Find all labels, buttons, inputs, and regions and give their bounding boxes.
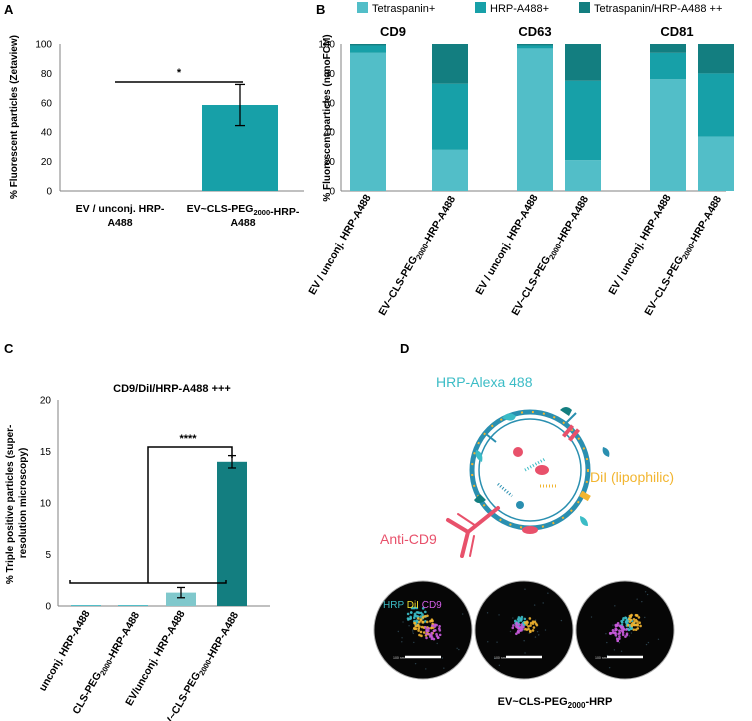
panel-b-bar-segment bbox=[698, 73, 734, 137]
image-channel-legend: HRP DiI CD9 bbox=[383, 600, 442, 611]
panel-b-group-header: CD9 bbox=[380, 24, 406, 39]
surface-tetraspanin-icon bbox=[561, 424, 591, 502]
antibody-icon bbox=[446, 506, 500, 558]
panel-c-significance-label: **** bbox=[179, 433, 197, 445]
panel-c-category-label: unconj. HRP-A488 bbox=[37, 608, 93, 693]
panel-a-y-axis-title: % Fluorescent particles (Zetaview) bbox=[9, 35, 20, 199]
legend-label: Tetraspanin+ bbox=[372, 3, 435, 15]
microscopy-image bbox=[373, 580, 473, 680]
panel-a-category-label: EV~CLS-PEG2000-HRP- bbox=[187, 203, 300, 218]
panel-b-bar-segment bbox=[432, 83, 468, 150]
panel-b-y-tick-label: 100 bbox=[318, 40, 335, 51]
vesicle-icon bbox=[469, 409, 591, 534]
panel-c-y-tick-label: 0 bbox=[45, 602, 51, 613]
panel-c-bar bbox=[118, 605, 148, 606]
panel-b-bar-segment bbox=[565, 160, 601, 191]
legend-label: Tetraspanin/HRP-A488 ++ bbox=[594, 3, 722, 15]
panel-b-y-tick-label: 20 bbox=[324, 157, 336, 168]
panel-b-y-tick-label: 0 bbox=[329, 187, 335, 198]
panel-b-y-axis-title: % Fluorescent particles (nanoFCM) bbox=[322, 34, 333, 201]
panel-b-bar-segment bbox=[432, 44, 468, 84]
panel-a-category-label: A488 bbox=[107, 217, 132, 229]
panel-a-y-tick-label: 40 bbox=[41, 128, 53, 139]
panel-a-y-tick-label: 20 bbox=[41, 157, 53, 168]
panel-letter-d: D bbox=[400, 341, 409, 356]
panel-b-bar-segment bbox=[350, 45, 386, 53]
panel-b-chart: Tetraspanin+ HRP-A488+ Tetraspanin/HRP-A48… bbox=[306, 2, 734, 319]
scale-bar-label: 100 nm bbox=[393, 656, 405, 660]
panel-b-bar-segment bbox=[517, 48, 553, 191]
legend-swatch bbox=[357, 2, 368, 13]
panel-c-title: CD9/DiI/HRP-A488 +++ bbox=[113, 383, 231, 395]
panel-b-bar-segment bbox=[650, 79, 686, 191]
panel-b-group-header: CD81 bbox=[660, 24, 693, 39]
scale-bar-label: 100 nm bbox=[494, 656, 506, 660]
panel-c-bar bbox=[71, 605, 101, 606]
panel-c-bar bbox=[217, 461, 247, 606]
panel-b-bar-segment bbox=[650, 44, 686, 53]
panel-b-bar-segment bbox=[565, 80, 601, 161]
hrp-molecule-icon bbox=[474, 407, 610, 526]
panel-b-bar-segment bbox=[565, 44, 601, 81]
dil-label: DiI (lipophilic) bbox=[590, 469, 674, 485]
panel-b-bar-segment bbox=[350, 52, 386, 191]
panel-c-y-tick-label: 15 bbox=[40, 447, 52, 458]
hrp-label: HRP-Alexa 488 bbox=[436, 374, 533, 390]
panel-b-bar-segment bbox=[350, 44, 386, 46]
panel-c-y-axis-title-line-2: resolution microscopy) bbox=[18, 448, 29, 559]
panel-letter-a: A bbox=[4, 2, 14, 17]
panel-a-y-tick-label: 60 bbox=[41, 98, 53, 109]
legend-label: HRP-A488+ bbox=[490, 3, 549, 15]
panel-b-y-tick-label: 60 bbox=[324, 98, 336, 109]
panel-b-bar-segment bbox=[517, 45, 553, 49]
scale-bar-label: 100 nm bbox=[595, 656, 607, 660]
microscopy-images: 100 nm 100 nm 100 nm HRP DiI CD9 bbox=[373, 580, 675, 680]
panel-d-caption: EV~CLS-PEG2000-HRP bbox=[498, 696, 613, 710]
panel-b-legend: Tetraspanin+ HRP-A488+ Tetraspanin/HRP-A48… bbox=[357, 2, 722, 15]
panel-c-y-tick-label: 10 bbox=[40, 499, 52, 510]
panel-letter-b: B bbox=[316, 2, 325, 17]
panel-a-category-label: EV / unconj. HRP- bbox=[76, 203, 165, 215]
panel-c-y-axis-title-line-1: % Triple positive particles (super- bbox=[5, 425, 16, 585]
panel-b-bar-segment bbox=[432, 149, 468, 191]
legend-swatch bbox=[475, 2, 486, 13]
panel-a-category-label: A488 bbox=[230, 217, 255, 229]
panel-a-y-tick-label: 80 bbox=[41, 69, 53, 80]
panel-b-category-label: EV~CLS-PEG2000-HRP-A488 bbox=[376, 192, 458, 319]
panel-a-y-tick-label: 100 bbox=[35, 40, 52, 51]
panel-b-bar-segment bbox=[517, 44, 553, 46]
panel-c-bar bbox=[166, 592, 196, 606]
panel-b-y-tick-label: 40 bbox=[324, 128, 336, 139]
panel-c-y-axis-title: % Triple positive particles (super- reso… bbox=[5, 422, 29, 584]
panel-c-y-tick-label: 20 bbox=[40, 396, 52, 407]
panel-b-group-header: CD63 bbox=[518, 24, 551, 39]
legend-swatch bbox=[579, 2, 590, 13]
panel-b-y-tick-label: 80 bbox=[324, 69, 336, 80]
panel-c-significance-bracket bbox=[147, 446, 233, 583]
panel-a-significance-label: * bbox=[177, 67, 182, 79]
panel-a-y-tick-label: 0 bbox=[46, 187, 52, 198]
panel-c-y-tick-label: 5 bbox=[45, 550, 51, 561]
panel-c-chart: CD9/DiI/HRP-A488 +++ 0 5 10 15 20 unconj. HR… bbox=[5, 383, 270, 721]
anti-cd9-label: Anti-CD9 bbox=[380, 531, 437, 547]
panel-b-bar-segment bbox=[698, 44, 734, 74]
panel-d-diagram: HRP-Alexa 488 DiI (lipophilic) Anti-CD9 bbox=[373, 374, 675, 710]
panel-b-bar-segment bbox=[650, 52, 686, 80]
panel-b-category-label: EV / unconj. HRP-A488 bbox=[306, 192, 373, 297]
panel-b-bar-segment bbox=[698, 136, 734, 191]
panel-letter-c: C bbox=[4, 341, 14, 356]
